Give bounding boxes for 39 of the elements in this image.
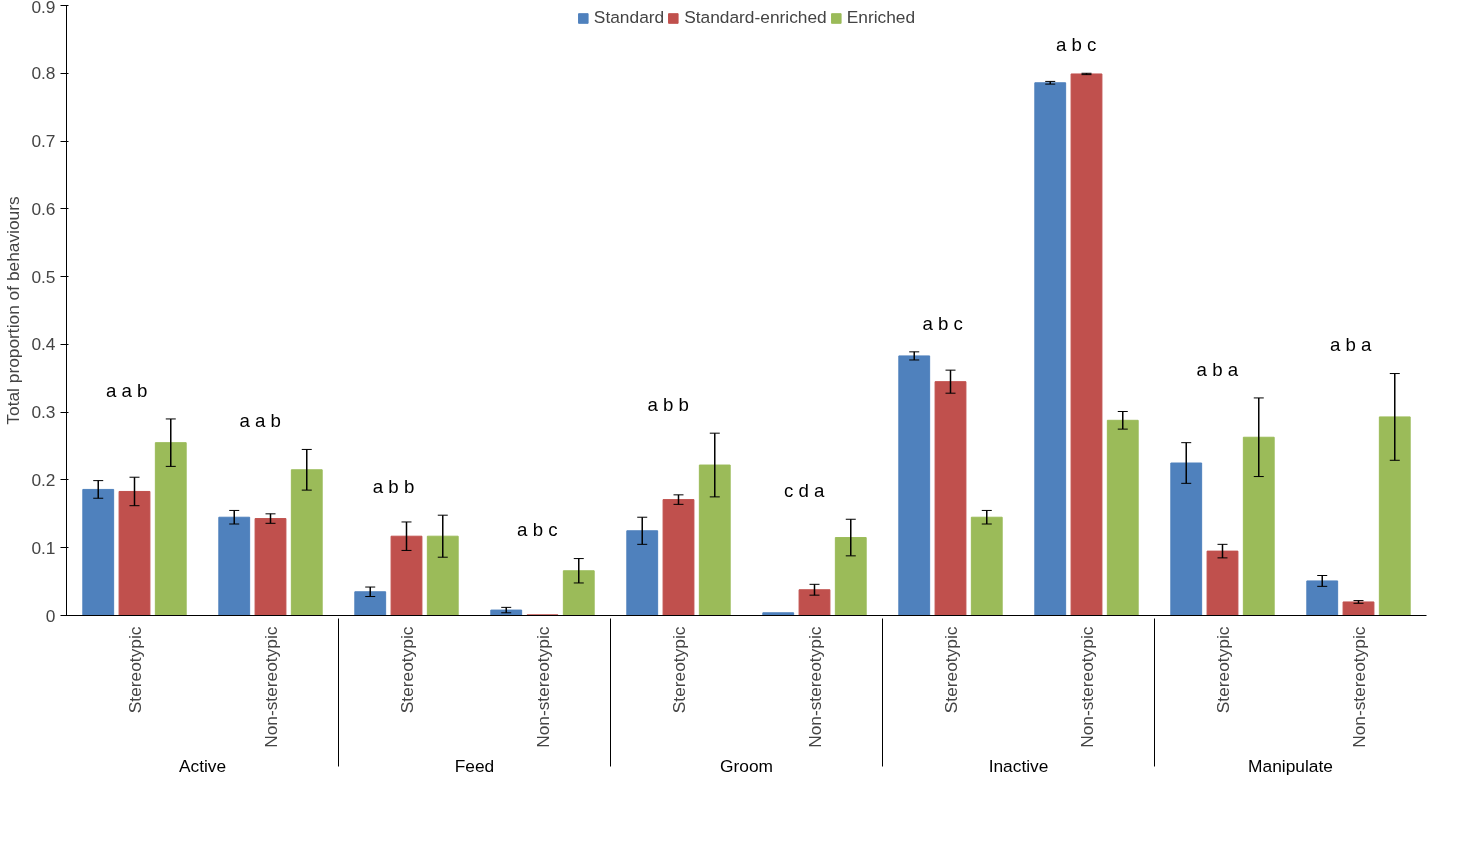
annotation: a b a bbox=[1329, 334, 1373, 356]
annotation: a b b bbox=[647, 393, 689, 415]
x-tick-label: Stereotypic bbox=[940, 626, 961, 714]
x-tick-label: Stereotypic bbox=[668, 626, 689, 714]
x-tick-label: Non-stereotypic bbox=[532, 626, 553, 748]
y-tick-label: 0.4 bbox=[31, 334, 56, 355]
text: Active bbox=[178, 755, 227, 776]
text: Groom bbox=[720, 755, 773, 776]
y-tick-label: 0.2 bbox=[31, 469, 56, 490]
y-tick-label: 0.9 bbox=[31, 0, 56, 17]
legend-label: Standard bbox=[593, 7, 665, 28]
y-tick-label: 0.6 bbox=[31, 198, 56, 219]
x-tick-label: Non-stereotypic bbox=[260, 626, 281, 748]
annotation: c d a bbox=[783, 479, 825, 501]
annotation: a b c bbox=[517, 519, 558, 541]
y-tick-label: 0 bbox=[45, 605, 56, 626]
y-tick-label: 0.5 bbox=[31, 266, 56, 287]
annotation: a a b bbox=[239, 410, 281, 432]
y-tick-label: 0.3 bbox=[31, 402, 56, 423]
x-tick-label: Stereotypic bbox=[124, 626, 145, 714]
y-tick-label: 0.7 bbox=[31, 131, 56, 152]
x-tick-label: Non-stereotypic bbox=[1348, 626, 1369, 748]
annotation: a b b bbox=[372, 475, 415, 497]
legend-label: Enriched bbox=[846, 7, 916, 28]
text: Feed bbox=[454, 755, 495, 776]
annotation: a a b bbox=[105, 379, 148, 401]
legend-label: Standard-enriched bbox=[684, 7, 827, 28]
x-tick-label: Non-stereotypic bbox=[804, 626, 825, 748]
annotation: a b c bbox=[922, 312, 963, 334]
x-tick-label: Stereotypic bbox=[1212, 626, 1233, 714]
y-axis-title: Total proportion of behaviours bbox=[3, 196, 24, 425]
annotation: a b a bbox=[1196, 358, 1239, 380]
x-tick-label: Non-stereotypic bbox=[1076, 626, 1097, 748]
annotation: a b c bbox=[1055, 33, 1097, 55]
y-tick-label: 0.1 bbox=[31, 537, 56, 558]
text: Inactive bbox=[988, 755, 1049, 776]
x-tick-label: Stereotypic bbox=[396, 626, 417, 714]
text: Manipulate bbox=[1248, 755, 1333, 776]
y-tick-label: 0.8 bbox=[31, 63, 56, 84]
